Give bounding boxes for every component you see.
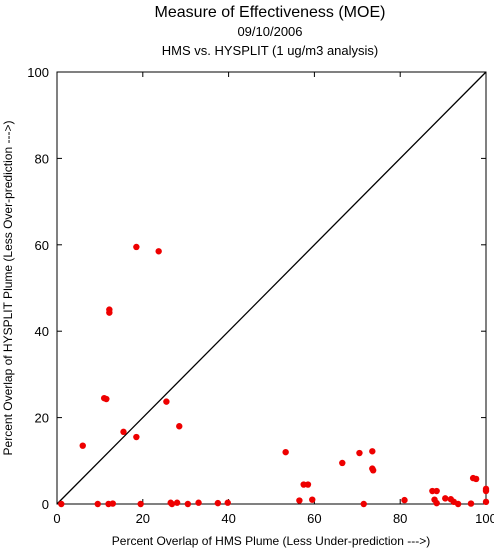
y-tick-label: 60 (35, 238, 49, 253)
plot-frame (56, 71, 487, 505)
data-point (109, 500, 116, 507)
data-point (433, 499, 440, 507)
data-point (454, 500, 462, 508)
data-point (467, 500, 475, 507)
x-axis-label: Percent Overlap of HMS Plume (Less Under… (112, 534, 430, 548)
x-tick-label: 40 (221, 511, 235, 526)
data-point (133, 433, 140, 441)
data-point (103, 395, 110, 403)
chart-subtitle-analysis: HMS vs. HYSPLIT (1 ug/m3 analysis) (162, 43, 379, 58)
data-point (168, 500, 176, 508)
data-point (120, 428, 127, 436)
data-point (184, 500, 192, 508)
data-point (133, 243, 140, 251)
data-point (356, 449, 363, 457)
data-point (309, 496, 316, 503)
data-point (442, 495, 449, 502)
y-tick-label: 40 (35, 324, 49, 339)
data-point (282, 448, 289, 456)
plot-area: 0 20 40 60 80 100 0 20 40 60 80 100 (27, 65, 494, 526)
y-tick-label: 0 (42, 497, 49, 512)
x-tick-label: 0 (53, 511, 60, 526)
data-point (339, 459, 346, 467)
data-point (482, 487, 490, 495)
data-point (401, 496, 408, 504)
data-point (360, 500, 367, 508)
y-axis-label: Percent Overlap of HYSPLIT Plume (Less O… (1, 121, 15, 456)
data-point (214, 499, 222, 507)
reference-diagonal-line (56, 71, 487, 505)
data-point (94, 500, 101, 508)
data-point (173, 499, 181, 506)
x-tick-label: 100 (475, 511, 494, 526)
y-tick-label: 80 (35, 151, 49, 166)
y-tick-label: 100 (27, 65, 49, 80)
data-point (79, 442, 86, 449)
x-tick-label: 80 (393, 511, 407, 526)
data-point (482, 498, 490, 506)
chart-title: Measure of Effectiveness (MOE) (155, 4, 386, 21)
data-point (472, 475, 480, 483)
data-point (224, 499, 231, 506)
data-point (58, 500, 65, 508)
data-point (176, 423, 183, 430)
data-point (369, 448, 376, 455)
data-point (163, 398, 170, 405)
data-point (304, 481, 312, 488)
chart-subtitle-date: 09/10/2006 (237, 24, 302, 39)
data-point (137, 500, 144, 508)
data-point (106, 309, 113, 316)
data-point (433, 487, 440, 495)
data-point (195, 499, 202, 506)
y-tick-label: 20 (35, 411, 49, 426)
data-points (58, 243, 490, 508)
data-point (155, 248, 162, 255)
x-tick-label: 20 (136, 511, 150, 526)
x-tick-label: 60 (307, 511, 321, 526)
data-point (296, 497, 303, 504)
data-point (369, 467, 377, 474)
